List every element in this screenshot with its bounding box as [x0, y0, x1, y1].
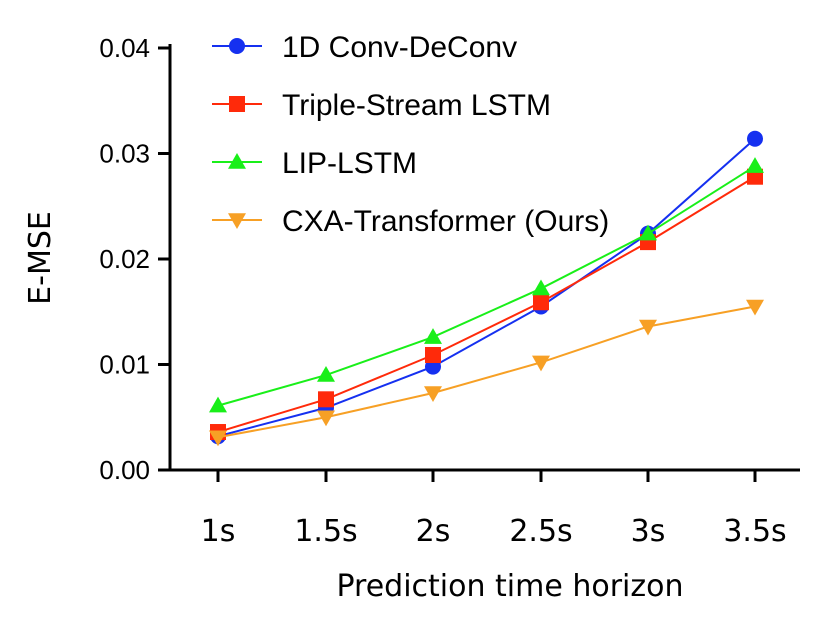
legend-label: Triple-Stream LSTM	[282, 89, 551, 122]
legend-item: LIP-LSTM	[212, 147, 417, 180]
x-tick-label: 3.5s	[723, 514, 786, 549]
legend-item: CXA-Transformer (Ours)	[212, 205, 609, 238]
series-2	[209, 157, 764, 413]
series-line	[217, 137, 756, 438]
legend-marker	[229, 96, 245, 112]
legend-label: 1D Conv-DeConv	[282, 31, 517, 64]
series-line	[217, 175, 756, 433]
x-tick-label: 1.5s	[294, 514, 357, 549]
data-point	[425, 347, 441, 364]
y-axis-title: E-MSE	[23, 211, 58, 305]
x-axis-title: Prediction time horizon	[336, 569, 683, 604]
data-point	[639, 224, 657, 241]
legend-marker	[229, 38, 245, 54]
y-tick-label: 0.03	[99, 139, 150, 169]
legend-marker	[228, 213, 246, 229]
data-point	[424, 386, 442, 402]
data-point	[317, 410, 335, 427]
legend: 1D Conv-DeConv Triple-Stream LSTM LIP-LSTM…	[212, 31, 609, 238]
data-point	[317, 366, 335, 382]
data-point	[209, 396, 227, 413]
legend-marker	[228, 153, 246, 169]
axes: 0.00 0.01 0.02 0.03 0.04 1s 1.5s 2s 2.5s 3s 3.5s	[99, 33, 800, 549]
x-tick-label: 2s	[416, 514, 451, 549]
data-point	[209, 430, 227, 447]
data-point	[746, 299, 764, 316]
x-tick-label: 3s	[631, 514, 666, 549]
y-tick-label: 0.01	[99, 350, 150, 380]
series-line	[217, 165, 756, 407]
data-point	[318, 391, 334, 408]
series-3	[209, 299, 764, 447]
y-tick-label: 0.04	[99, 33, 150, 63]
data-point	[533, 294, 549, 311]
x-tick-label: 2.5s	[509, 514, 572, 549]
x-tick-label: 1s	[201, 514, 236, 549]
legend-label: LIP-LSTM	[282, 147, 417, 180]
series-layer	[209, 130, 764, 447]
y-tick-label: 0.00	[99, 455, 150, 485]
data-point	[746, 157, 764, 173]
legend-label: CXA-Transformer (Ours)	[282, 205, 609, 238]
data-point	[639, 319, 657, 336]
legend-item: 1D Conv-DeConv	[212, 31, 517, 64]
data-point	[424, 328, 442, 344]
y-tick-label: 0.02	[99, 244, 150, 274]
data-point	[532, 355, 550, 372]
series-1	[210, 168, 763, 441]
data-point	[747, 130, 763, 147]
data-point	[532, 279, 550, 296]
legend-item: Triple-Stream LSTM	[212, 89, 551, 122]
series-line	[217, 305, 756, 439]
